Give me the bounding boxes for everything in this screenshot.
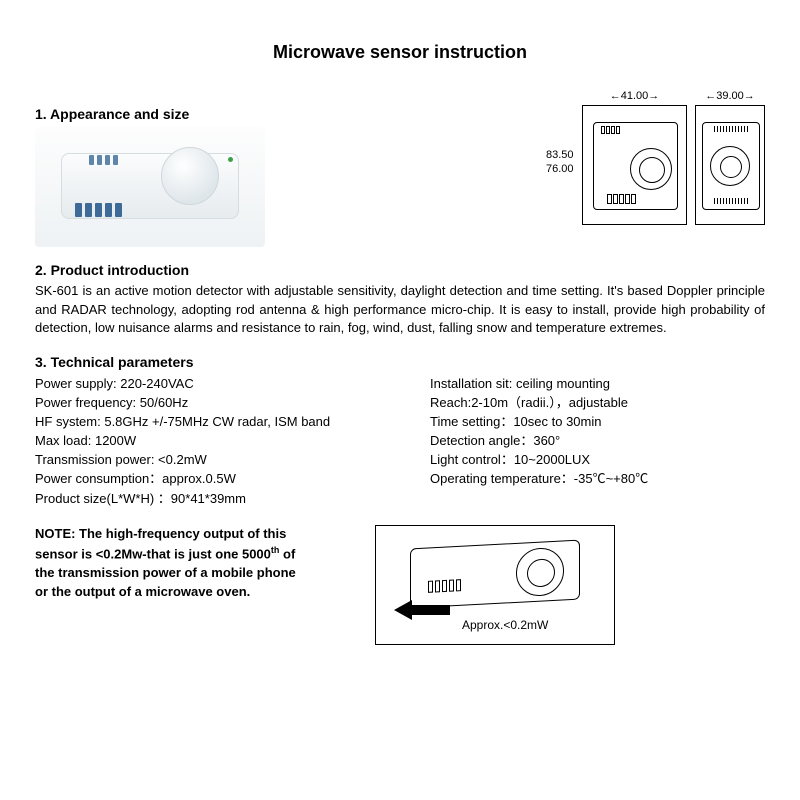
params-row: Power supply: 220-240VAC Power frequency… <box>35 375 765 509</box>
front-view-box <box>582 105 687 225</box>
note-diagram: Approx.<0.2mW <box>375 525 615 645</box>
product-photo <box>35 127 265 247</box>
params-right: Installation sit: ceiling mounting Reach… <box>430 375 765 509</box>
arrow-icon <box>392 598 452 622</box>
note-diagram-label: Approx.<0.2mW <box>462 617 548 634</box>
section-3-head: 3. Technical parameters <box>35 353 765 373</box>
dimension-drawings: 83.50 76.00 ←41.00→ ←39.00→ <box>582 105 765 247</box>
param-item: HF system: 5.8GHz +/-75MHz CW radar, ISM… <box>35 413 370 431</box>
section-1-head: 1. Appearance and size <box>35 105 542 125</box>
param-item: Power frequency: 50/60Hz <box>35 394 370 412</box>
side-view-box <box>695 105 765 225</box>
param-item: Max load: 1200W <box>35 432 370 450</box>
param-item: Product size(L*W*H) ：90*41*39mm <box>35 490 370 508</box>
param-item: Operating temperature：-35℃~+80℃ <box>430 470 765 488</box>
dim-width-side: 39.00 <box>716 90 744 102</box>
dim-width-front: 41.00 <box>621 90 649 102</box>
params-left: Power supply: 220-240VAC Power frequency… <box>35 375 370 509</box>
param-item: Light control：10~2000LUX <box>430 451 765 469</box>
dim-height-inner: 76.00 <box>546 163 574 175</box>
intro-paragraph: SK-601 is an active motion detector with… <box>35 282 765 337</box>
section-2-head: 2. Product introduction <box>35 261 765 281</box>
param-item: Power consumption：approx.0.5W <box>35 470 370 488</box>
note-row: NOTE: The high-frequency output of this … <box>35 525 765 645</box>
note-text: NOTE: The high-frequency output of this … <box>35 525 345 602</box>
page-title: Microwave sensor instruction <box>35 40 765 65</box>
param-item: Detection angle：360° <box>430 432 765 450</box>
param-item: Reach:2-10m（radii.），adjustable <box>430 394 765 412</box>
param-item: Power supply: 220-240VAC <box>35 375 370 393</box>
param-item: Time setting：10sec to 30min <box>430 413 765 431</box>
param-item: Transmission power: <0.2mW <box>35 451 370 469</box>
dim-height-outer: 83.50 <box>546 149 574 161</box>
appearance-row: 1. Appearance and size 83.50 76.00 ←41.0… <box>35 105 765 247</box>
param-item: Installation sit: ceiling mounting <box>430 375 765 393</box>
